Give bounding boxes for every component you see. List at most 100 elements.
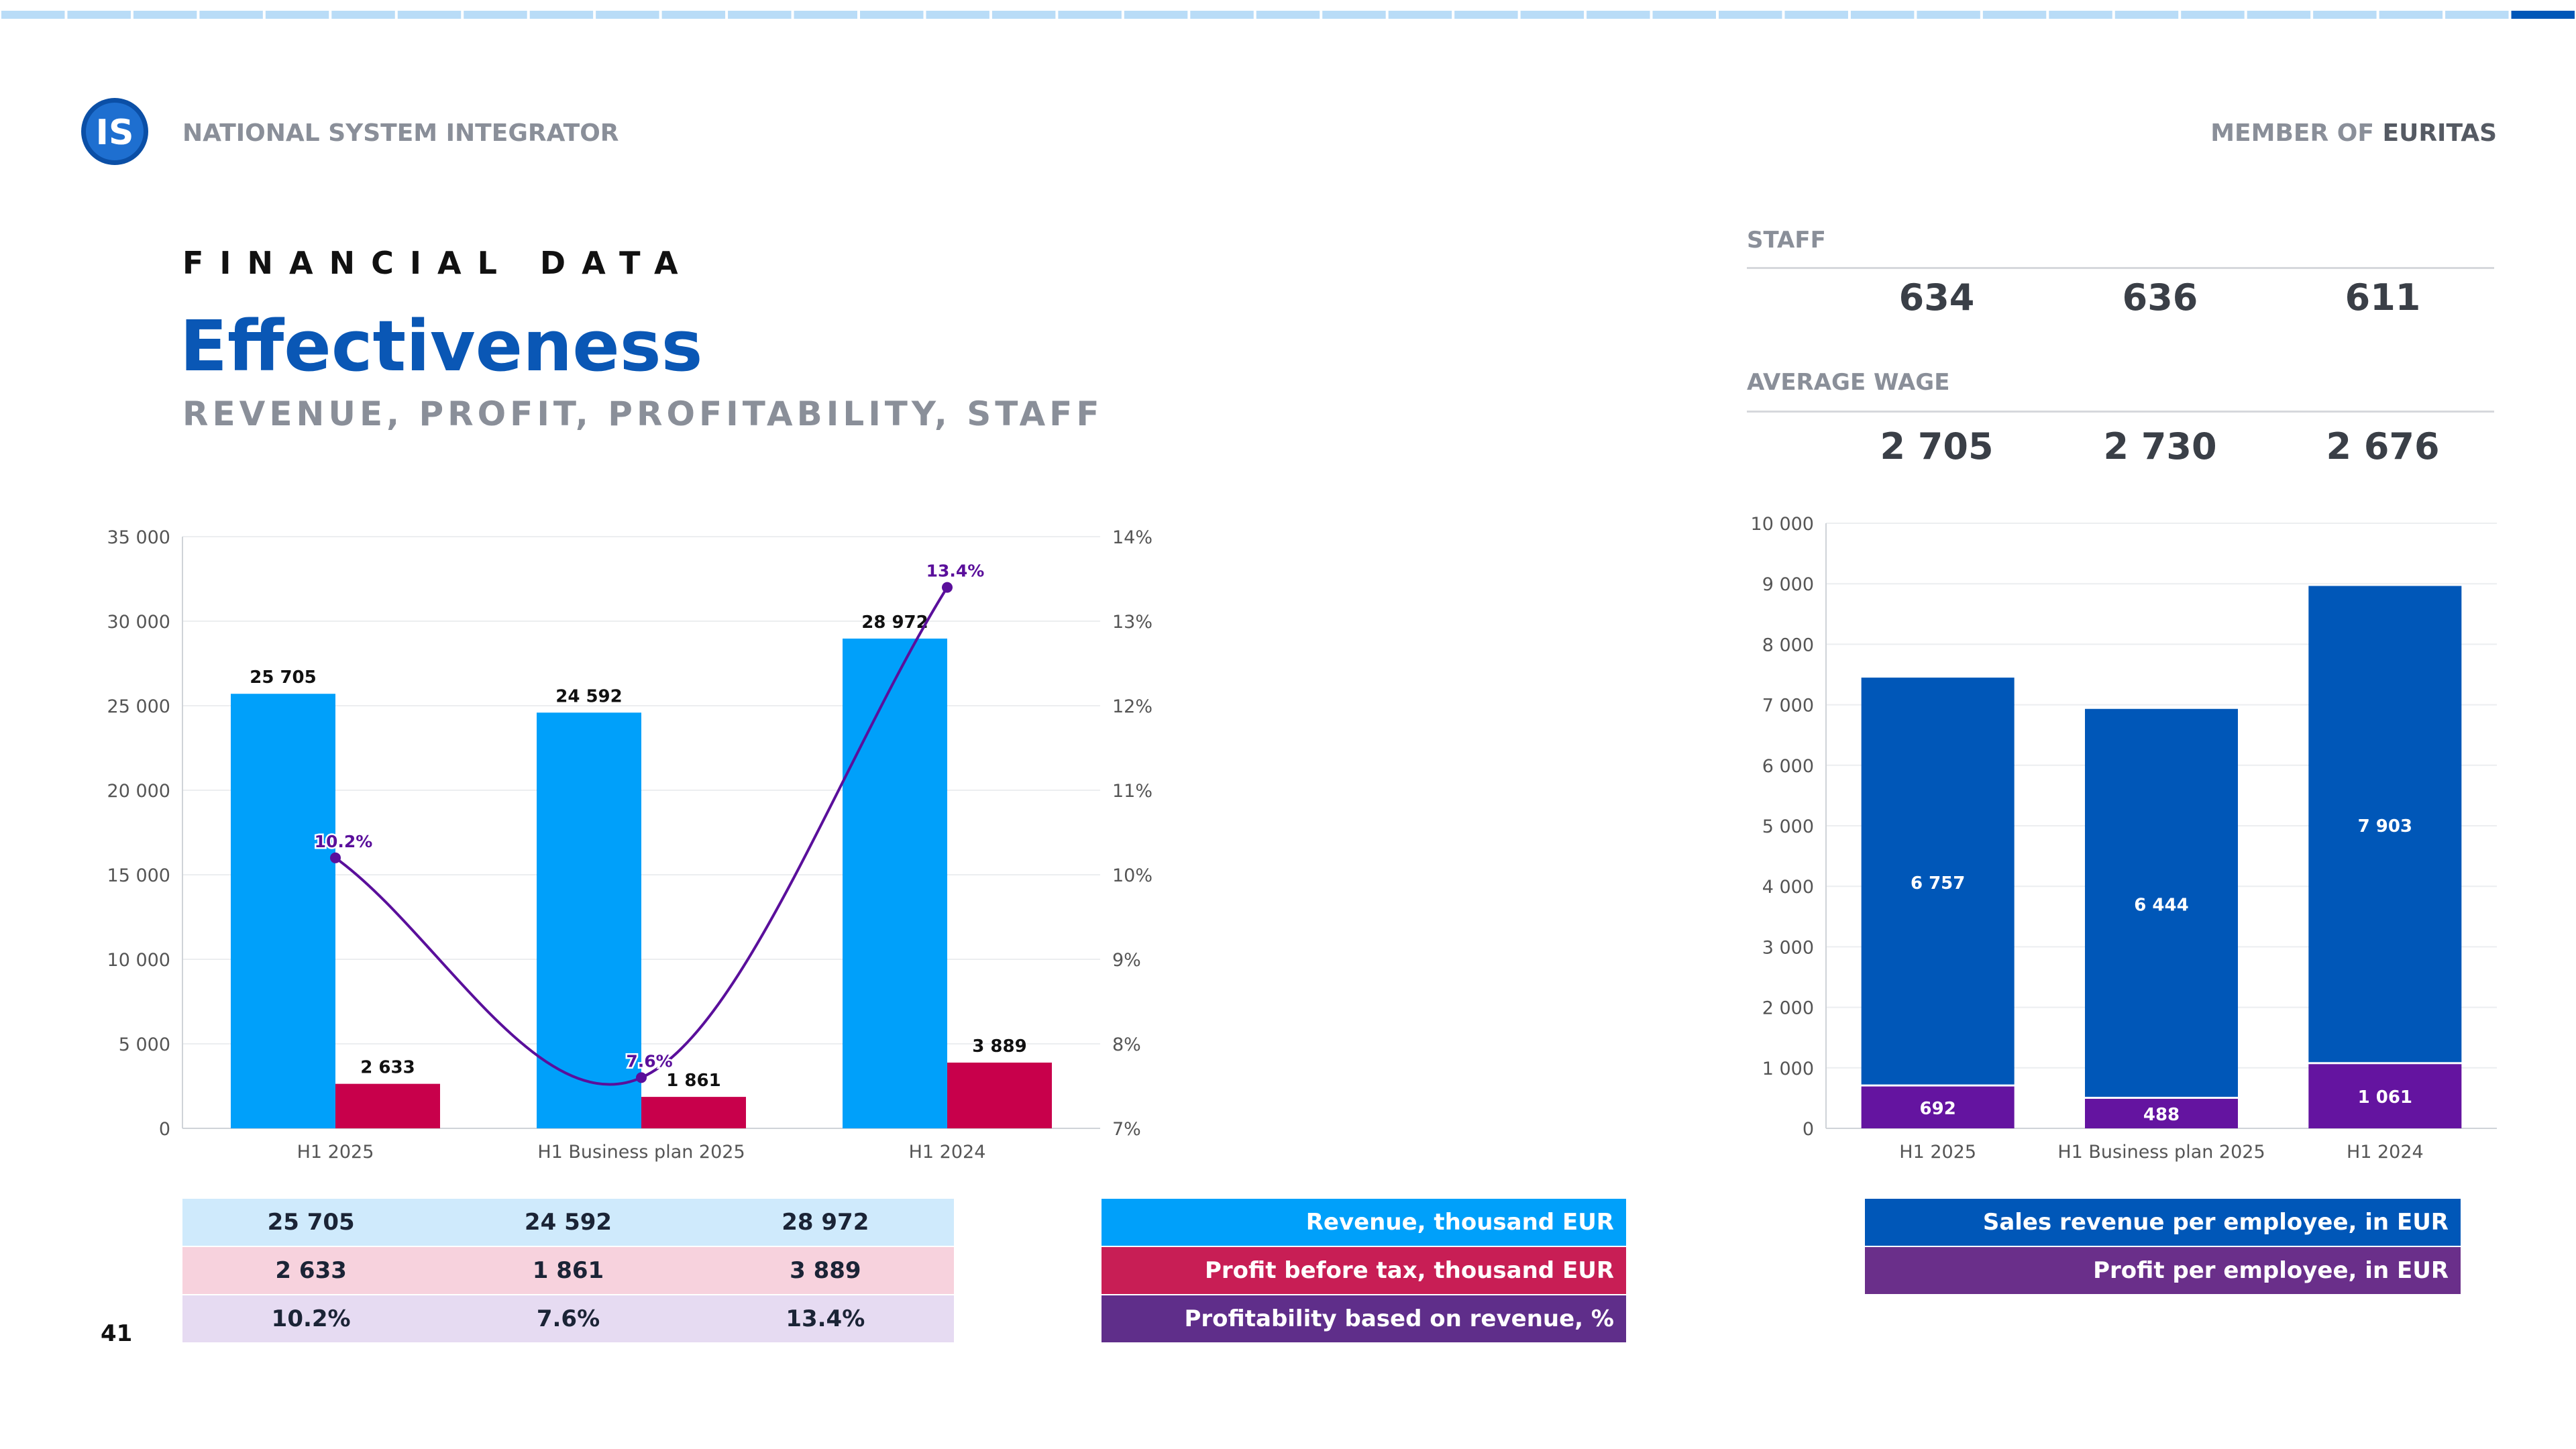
sales-per-employee-label: 6 444 [2134, 895, 2188, 915]
profit-bar [335, 1083, 440, 1128]
progress-segment [529, 11, 594, 19]
y-tick-label: 0 [1803, 1119, 1814, 1140]
legend-sales-per-employee: Sales revenue per employee, in EUR [1865, 1199, 2461, 1246]
average-wage-value: 2 730 [2103, 425, 2217, 468]
profitability-point [942, 582, 953, 593]
progress-segment [1, 11, 65, 19]
y-tick-label: 9 000 [1762, 574, 1814, 595]
staff-label: STAFF [1747, 227, 1826, 254]
progress-segment [199, 11, 263, 19]
average-wage-value: 2 705 [1880, 425, 1994, 468]
profit-per-employee-bar [2085, 1098, 2238, 1128]
progress-segment [794, 11, 857, 19]
average-wage-divider [1747, 411, 2494, 413]
profit-data-label: 3 889 [972, 1036, 1026, 1057]
progress-segment [1124, 11, 1188, 19]
revenue-bar [537, 712, 641, 1128]
progress-segment [1719, 11, 1782, 19]
staff-divider [1747, 267, 2494, 269]
y-tick-label: 8 000 [1762, 635, 1814, 655]
progress-segment [1058, 11, 1122, 19]
progress-segment [860, 11, 924, 19]
profitability-data-label: 7.6% [626, 1051, 672, 1071]
progress-segment [1982, 11, 2047, 19]
progress-segment [728, 11, 792, 19]
table-row-profit: 2 633 1 861 3 889 [182, 1247, 954, 1294]
y2-tick-label: 14% [1112, 527, 1152, 548]
x-tick-label: H1 2025 [297, 1142, 374, 1163]
x-tick-label: H1 2025 [1899, 1142, 1976, 1163]
legend-profitability: Profitability based on revenue, % [1102, 1295, 1626, 1342]
y-tick-label: 25 000 [107, 696, 170, 717]
table-legend: Revenue, thousand EUR Profit before tax,… [1102, 1199, 1626, 1342]
sales-per-employee-label: 6 757 [1911, 873, 1965, 894]
legend-profit-per-employee: Profit per employee, in EUR [1865, 1247, 2461, 1294]
profit-data-label: 2 633 [360, 1058, 415, 1078]
profitability-point [330, 852, 341, 863]
y-tick-label: 1 000 [1762, 1059, 1814, 1079]
progress-segment [1784, 11, 1848, 19]
progress-segment [1850, 11, 1915, 19]
table-row-revenue: 25 705 24 592 28 972 [182, 1199, 954, 1246]
brand-name: NATIONAL SYSTEM INTEGRATOR [182, 119, 619, 147]
y-tick-label: 4 000 [1762, 877, 1814, 898]
y-tick-label: 6 000 [1762, 756, 1814, 777]
slide-progress-bar [1, 11, 2575, 19]
page-title: Effectiveness [180, 305, 703, 387]
y2-tick-label: 12% [1112, 696, 1152, 717]
progress-segment [1256, 11, 1320, 19]
progress-segment [2247, 11, 2311, 19]
progress-segment [1322, 11, 1386, 19]
progress-segment [596, 11, 659, 19]
sales-per-employee-bar [2308, 586, 2462, 1063]
y-tick-label: 7 000 [1762, 696, 1814, 716]
progress-segment [661, 11, 726, 19]
progress-segment [331, 11, 395, 19]
y2-tick-label: 11% [1112, 781, 1152, 802]
y-tick-label: 15 000 [107, 865, 170, 886]
profit-per-employee-label: 692 [1920, 1099, 1956, 1119]
y-tick-label: 20 000 [107, 781, 170, 802]
average-wage-label: AVERAGE WAGE [1747, 369, 1950, 396]
progress-segment [2114, 11, 2179, 19]
table-cell: 3 889 [696, 1247, 954, 1294]
table-cell: 24 592 [439, 1199, 697, 1246]
progress-segment [67, 11, 131, 19]
x-tick-label: H1 Business plan 2025 [2057, 1142, 2265, 1163]
progress-segment [1587, 11, 1650, 19]
profit-bar [641, 1097, 746, 1128]
sales-per-employee-bar [2085, 708, 2238, 1097]
member-name: EURITAS [2382, 119, 2498, 147]
x-tick-label: H1 2024 [909, 1142, 986, 1163]
progress-segment [1388, 11, 1452, 19]
progress-segment [1917, 11, 1980, 19]
sales-per-employee-label: 7 903 [2358, 816, 2412, 837]
progress-segment [1454, 11, 1518, 19]
progress-segment [2181, 11, 2245, 19]
progress-segment [1652, 11, 1716, 19]
profitability-point [636, 1072, 647, 1083]
staff-value: 634 [1898, 276, 1975, 319]
y-tick-label: 10 000 [107, 950, 170, 971]
progress-segment [1520, 11, 1585, 19]
y-tick-label: 10 000 [1751, 514, 1814, 535]
progress-segment [991, 11, 1056, 19]
legend-profit: Profit before tax, thousand EUR [1102, 1247, 1626, 1294]
table-cell: 2 633 [182, 1247, 440, 1294]
table-cell: 28 972 [696, 1199, 954, 1246]
profit-per-employee-bar [2308, 1064, 2462, 1128]
progress-segment [133, 11, 197, 19]
progress-segment [464, 11, 527, 19]
y-tick-label: 3 000 [1762, 937, 1814, 958]
y-tick-label: 0 [159, 1119, 170, 1140]
progress-segment [926, 11, 989, 19]
page-subtitle: REVENUE, PROFIT, PROFITABILITY, STAFF [182, 394, 1104, 433]
table-row-profitability: 10.2% 7.6% 13.4% [182, 1295, 954, 1342]
profit-per-employee-bar [1861, 1086, 2015, 1128]
x-tick-label: H1 Business plan 2025 [537, 1142, 745, 1163]
y2-tick-label: 7% [1112, 1119, 1141, 1140]
progress-segment [2049, 11, 2112, 19]
table-cell: 1 861 [439, 1247, 697, 1294]
table-cell: 7.6% [439, 1295, 697, 1342]
